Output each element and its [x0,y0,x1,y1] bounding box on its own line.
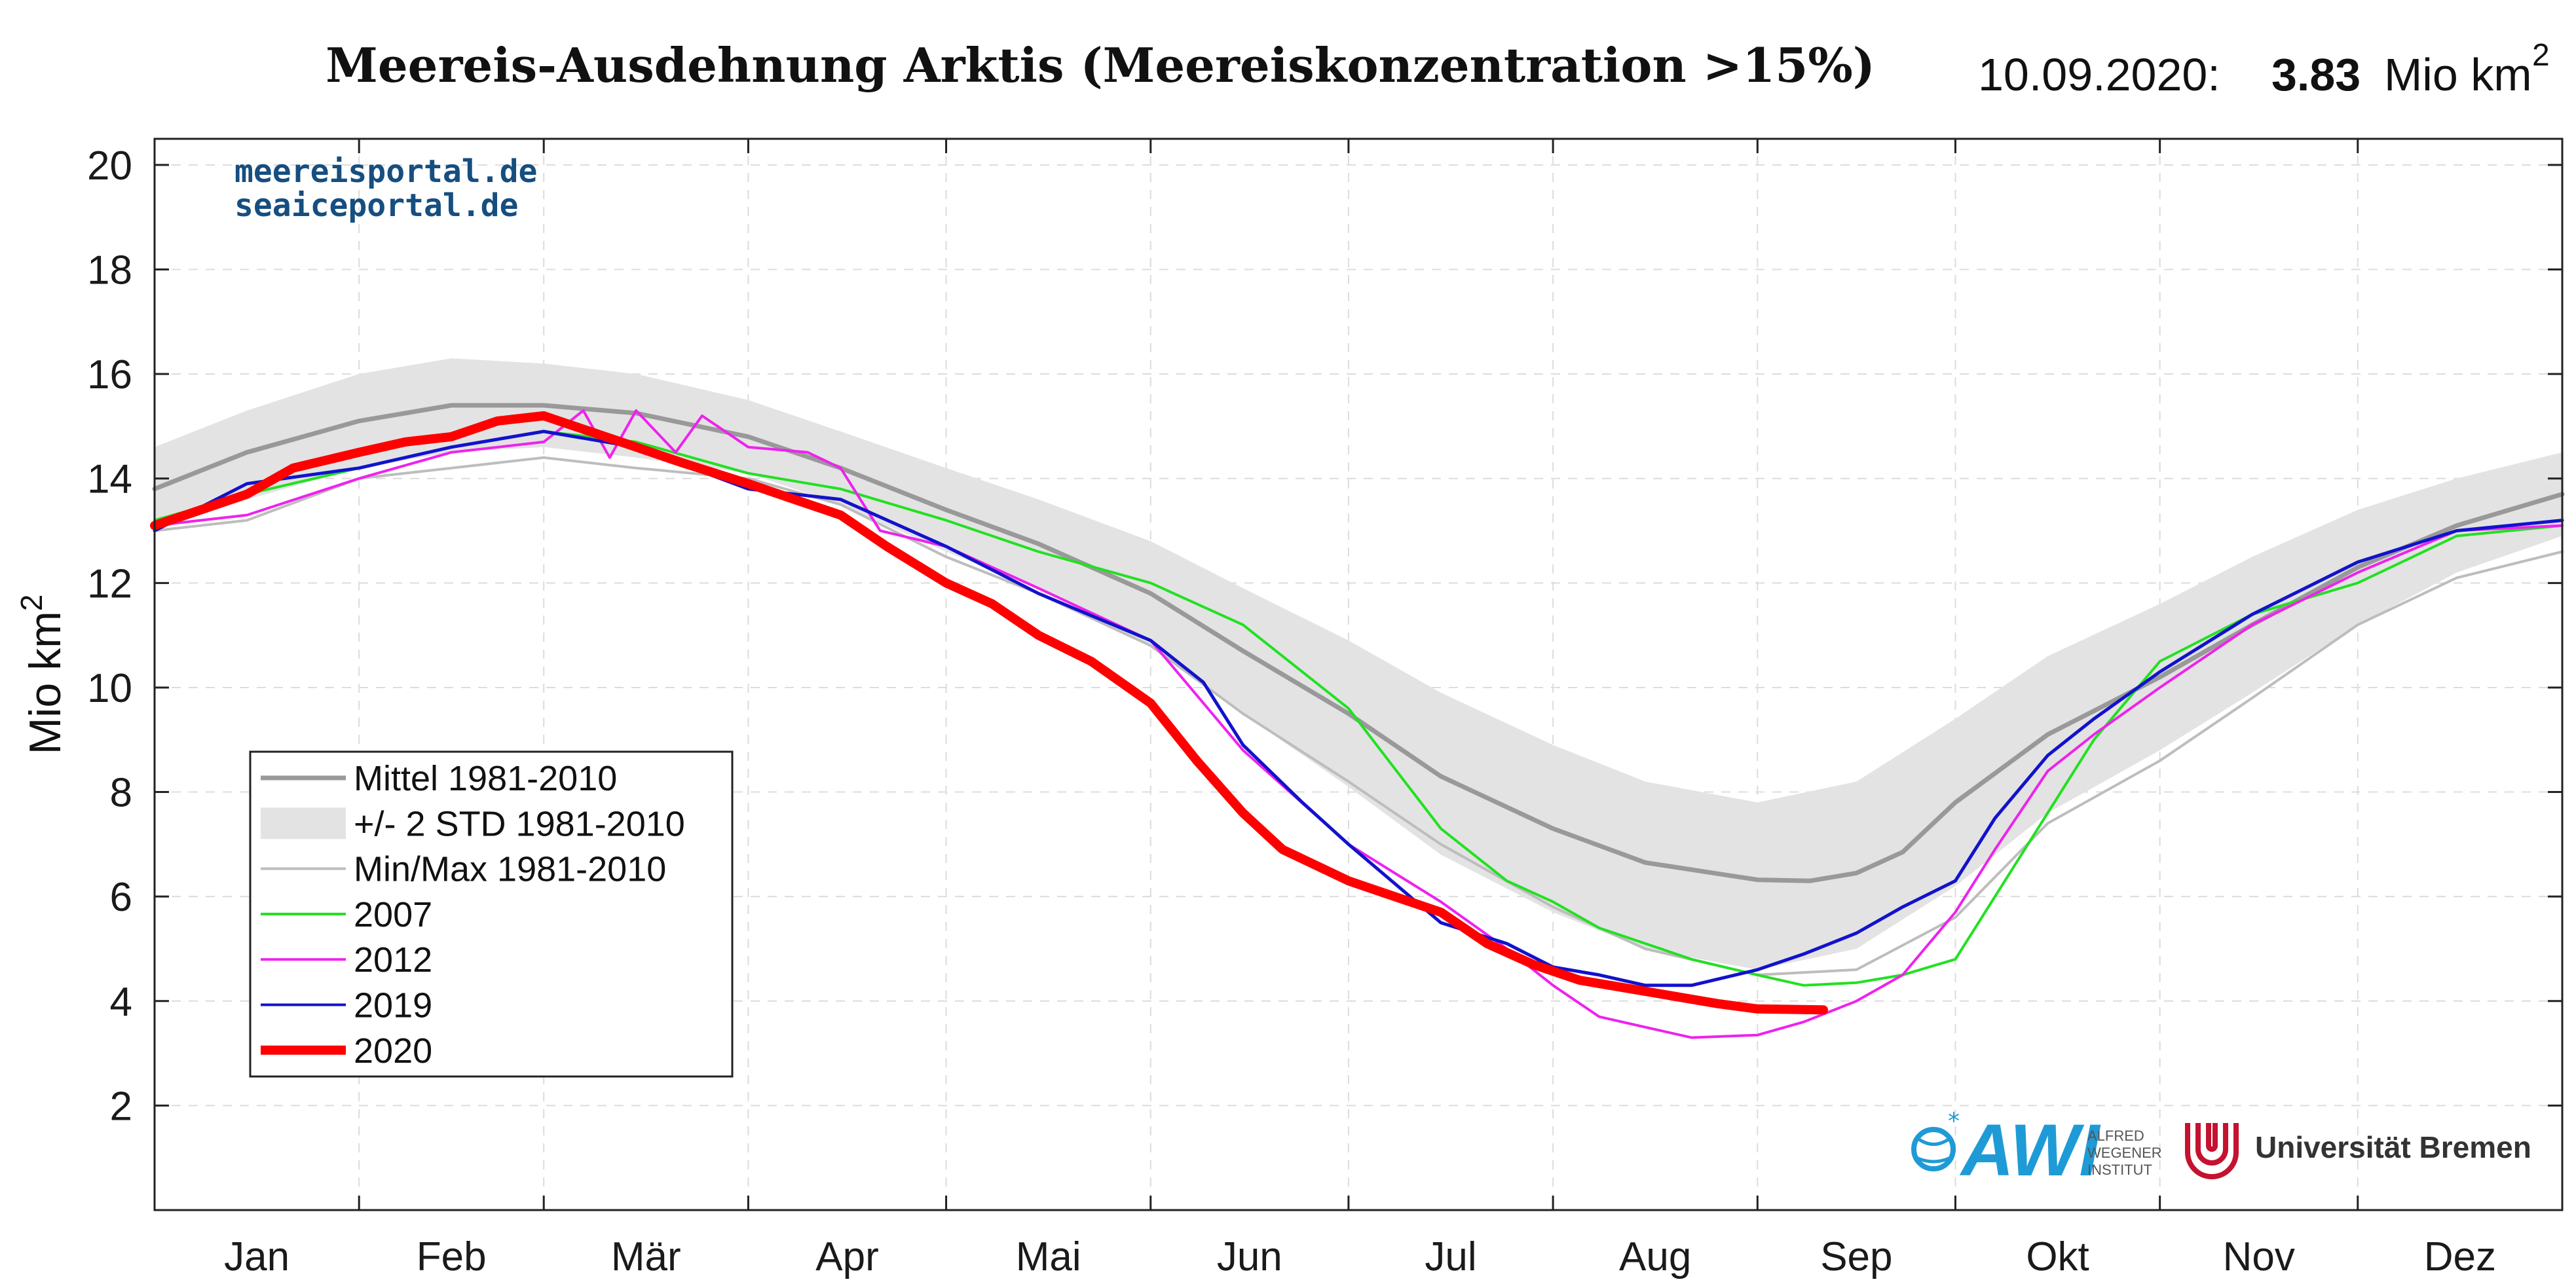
awi-subtitle-2: WEGENER [2087,1145,2162,1161]
line-2007 [153,430,2564,987]
legend-item: Mittel 1981-2010 [261,759,617,798]
month-label: Jun [1217,1234,1282,1279]
y-tick-label: 20 [87,143,132,189]
current-value: 3.83 [2271,49,2361,100]
month-label: Mär [611,1234,681,1279]
awi-subtitle-1: ALFRED [2087,1128,2144,1144]
legend: Mittel 1981-2010 +/- 2 STD 1981-2010 Min/M… [249,750,734,1078]
globe-icon: * [1911,1108,1960,1171]
svg-text:Mio km2: Mio km2 [14,595,70,755]
axes [153,138,2564,1211]
legend-swatch [261,807,346,839]
y-tick-label: 16 [87,352,132,397]
bremen-emblem-icon [2185,1123,2239,1179]
line-2020 [150,411,1828,1015]
legend-label: +/- 2 STD 1981-2010 [354,804,685,843]
legend-label: Mittel 1981-2010 [354,759,617,798]
month-label: Jan [224,1234,289,1279]
month-label: Feb [417,1234,487,1279]
y-tick-label: 8 [110,771,132,816]
y-tick-label: 6 [110,875,132,920]
y-tick-label: 4 [110,980,132,1025]
month-label: Okt [2026,1234,2089,1279]
legend-item: 2012 [261,940,432,980]
mean-line [152,403,2565,883]
legend-label: 2020 [354,1031,432,1071]
legend-label: 2019 [354,986,432,1025]
y-tick-label: 14 [87,457,132,502]
series-lines [150,403,2565,1039]
svg-text:*: * [1948,1108,1960,1135]
legend-item: 2007 [261,895,432,934]
legend-label: 2012 [354,940,432,980]
legend-label: Min/Max 1981-2010 [354,850,666,889]
bremen-wordmark: Universität Bremen [2255,1130,2531,1164]
date-readout: 10.09.2020: [1978,49,2220,100]
y-axis-label-exponent: 2 [14,595,48,612]
chart-title: Meereis-Ausdehnung Arktis (Meereiskonzen… [326,37,1875,93]
min-line [153,456,2564,976]
month-label: Sep [1820,1234,1892,1279]
watermark-line-2: seaiceportal.de [234,187,518,224]
legend-item: Min/Max 1981-2010 [261,850,666,889]
month-label: Jul [1425,1234,1476,1279]
month-label: Apr [815,1234,878,1279]
month-label: Dez [2424,1234,2496,1279]
y-tick-label: 2 [110,1084,132,1129]
y-axis-label: Mio km2 [14,595,70,755]
awi-logo: * AWI ALFRED WEGENER INSTITUT [1911,1108,2162,1191]
line-2012 [153,409,2564,1039]
y-tick-label: 10 [87,666,132,711]
current-unit-exponent: 2 [2532,38,2550,73]
legend-item: +/- 2 STD 1981-2010 [261,804,685,843]
plot-frame [153,138,2564,1211]
legend-label: 2007 [354,895,432,934]
tick-labels: 2 4 6 8 10 12 14 16 18 20 Jan Feb Mär Apr Mai Jun Jul Aug… [87,143,2496,1279]
awi-wordmark: AWI [1959,1109,2101,1191]
y-tick-label: 12 [87,561,132,606]
bremen-logo: Universität Bremen [2185,1123,2531,1179]
month-label: Aug [1619,1234,1691,1279]
month-label: Nov [2223,1234,2295,1279]
current-unit: Mio km [2384,49,2532,100]
y-tick-label: 18 [87,248,132,293]
y-axis-label-text: Mio km [20,611,70,754]
awi-subtitle-3: INSTITUT [2087,1162,2152,1178]
month-label: Mai [1016,1234,1081,1279]
legend-item: 2020 [261,1031,432,1071]
watermark-line-1: meereisportal.de [234,153,537,190]
std-band [155,358,2562,970]
legend-item: 2019 [261,986,432,1025]
std-band-area [155,358,2562,970]
